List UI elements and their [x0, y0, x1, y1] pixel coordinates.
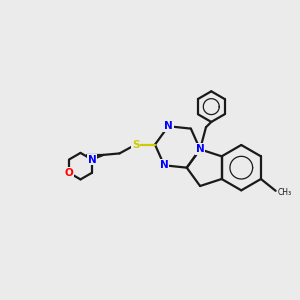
- Text: N: N: [160, 160, 169, 170]
- Text: N: N: [196, 144, 205, 154]
- Text: S: S: [132, 140, 140, 150]
- Text: CH₃: CH₃: [278, 188, 292, 197]
- Text: O: O: [65, 168, 74, 178]
- Text: N: N: [88, 154, 96, 164]
- Text: N: N: [164, 121, 173, 131]
